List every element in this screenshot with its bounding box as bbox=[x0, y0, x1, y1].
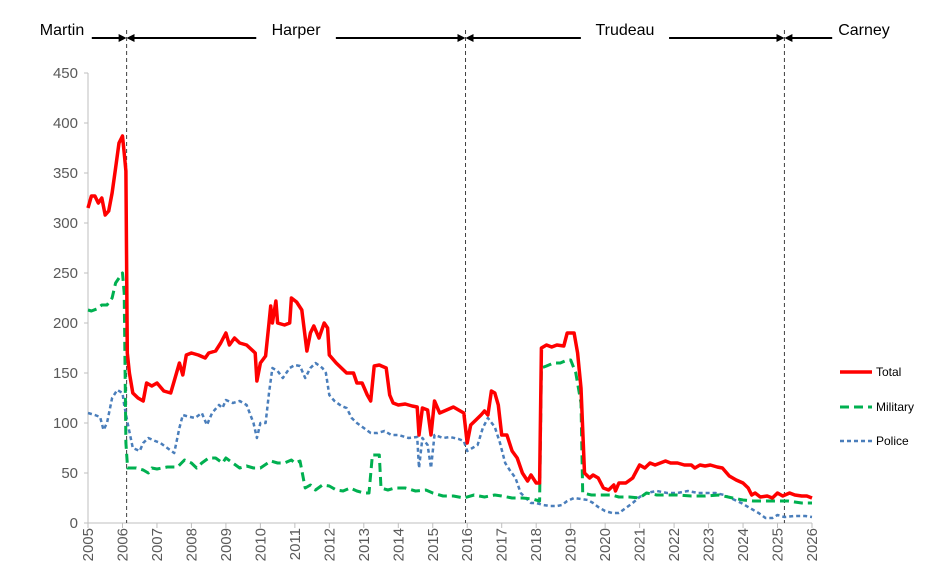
series-line-police bbox=[87, 361, 813, 520]
y-tick-label: 250 bbox=[53, 265, 78, 282]
x-tick-label: 2023 bbox=[701, 528, 718, 561]
x-tick-label: 2012 bbox=[321, 528, 338, 561]
x-tick-label: 2021 bbox=[632, 528, 649, 561]
tick-labels: 0 50 100 150 200 250 300 350 400 450 2005 2006 2007 2… bbox=[53, 65, 821, 561]
legend-label-police: Police bbox=[876, 434, 909, 448]
series-line-total bbox=[86, 134, 813, 500]
series-line-military bbox=[87, 271, 812, 505]
x-tick-label: 2015 bbox=[425, 528, 442, 561]
x-tick-label: 2024 bbox=[735, 528, 752, 561]
y-tick-label: 350 bbox=[53, 165, 78, 182]
x-tick-label: 2010 bbox=[252, 528, 269, 561]
y-tick-label: 0 bbox=[70, 515, 78, 532]
x-tick-label: 2011 bbox=[287, 528, 304, 560]
x-tick-label: 2019 bbox=[563, 528, 580, 561]
x-tick-label: 2020 bbox=[597, 528, 614, 561]
y-tick-label: 100 bbox=[53, 415, 78, 432]
y-tick-label: 150 bbox=[53, 365, 78, 382]
era-dividers bbox=[126, 30, 785, 523]
y-tick-label: 400 bbox=[53, 115, 78, 132]
y-tick-label: 50 bbox=[61, 465, 78, 482]
series-lines bbox=[86, 134, 813, 520]
era-label: Trudeau bbox=[595, 22, 654, 39]
x-tick-label: 2013 bbox=[356, 528, 373, 561]
legend: Total Military Police bbox=[840, 365, 914, 448]
x-tick-label: 2022 bbox=[666, 528, 683, 561]
y-tick-label: 200 bbox=[53, 315, 78, 332]
x-tick-label: 2014 bbox=[390, 528, 407, 561]
axes bbox=[84, 72, 813, 528]
era-label: Carney bbox=[838, 22, 890, 39]
x-tick-label: 2008 bbox=[183, 528, 200, 561]
x-tick-label: 2017 bbox=[494, 528, 511, 561]
era-label: Harper bbox=[272, 22, 322, 39]
x-tick-label: 2025 bbox=[770, 528, 787, 561]
era-labels: Martin Harper Trudeau Carney bbox=[40, 22, 890, 42]
y-tick-label: 450 bbox=[53, 65, 78, 82]
x-tick-label: 2016 bbox=[459, 528, 476, 561]
x-tick-label: 2006 bbox=[114, 528, 131, 561]
x-tick-label: 2018 bbox=[528, 528, 545, 561]
legend-label-total: Total bbox=[876, 365, 901, 379]
x-tick-label: 2009 bbox=[218, 528, 235, 561]
legend-label-military: Military bbox=[876, 400, 914, 414]
x-tick-label: 2007 bbox=[149, 528, 166, 561]
x-tick-label: 2005 bbox=[80, 528, 97, 561]
x-tick-label: 2026 bbox=[804, 528, 821, 561]
y-tick-label: 300 bbox=[53, 215, 78, 232]
era-label: Martin bbox=[40, 22, 84, 39]
